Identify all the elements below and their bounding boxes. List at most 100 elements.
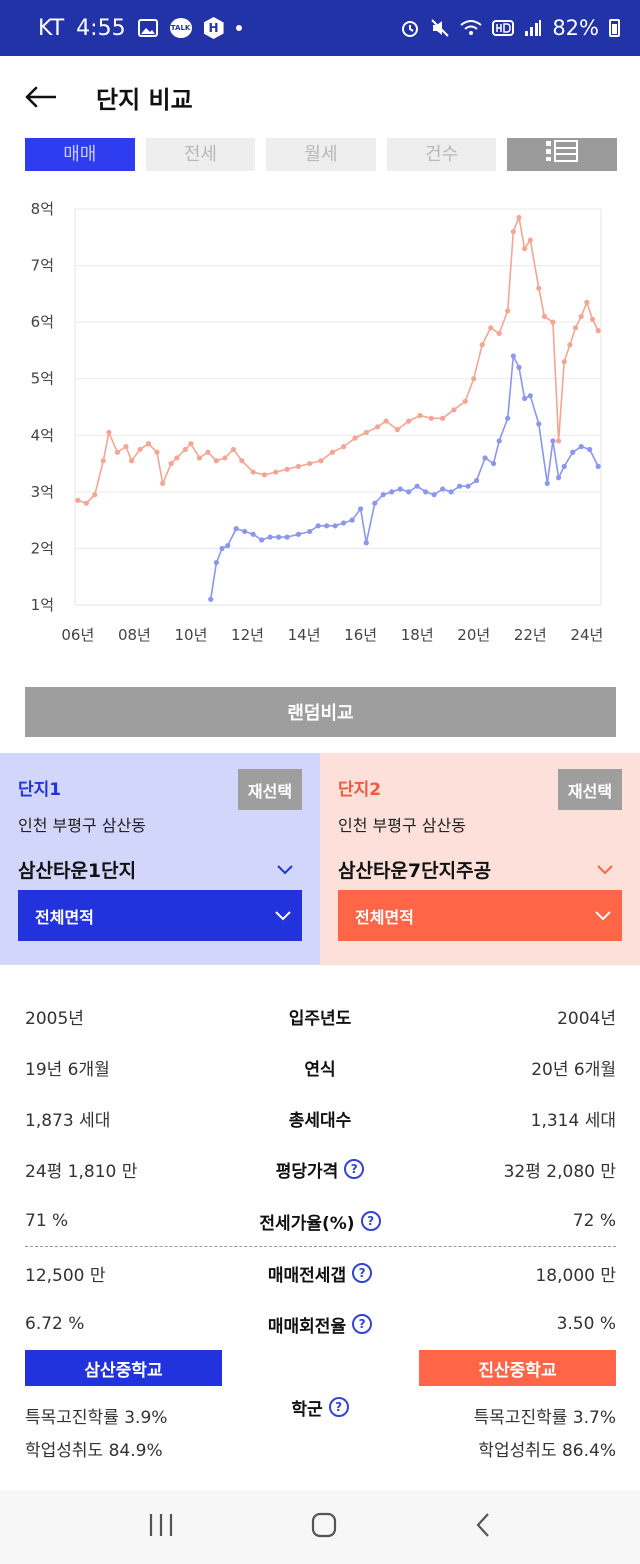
- help-icon[interactable]: ?: [352, 1314, 373, 1334]
- compare-row-age: 19년 6개월 연식 20년 6개월: [0, 1047, 640, 1087]
- complex-1-name-select[interactable]: 삼산타운1단지: [18, 856, 302, 883]
- compare-row-turnover: 6.72 % 매매회전율? 3.50 %: [0, 1304, 640, 1344]
- complex-2-label: 단지2: [338, 780, 382, 800]
- series-1-point: [595, 328, 601, 334]
- series-2-point: [473, 477, 480, 484]
- complex-2-location: 인천 부평구 삼산동: [338, 816, 466, 835]
- series-1-point: [406, 418, 412, 424]
- help-icon[interactable]: ?: [344, 1159, 365, 1179]
- h-app-icon: H: [203, 17, 224, 39]
- series-2-point: [431, 492, 437, 498]
- help-icon[interactable]: ?: [360, 1211, 381, 1231]
- school-2-button[interactable]: 진산중학교: [419, 1350, 616, 1386]
- series-1-point: [123, 444, 129, 450]
- series-2-point: [561, 463, 567, 469]
- home-icon[interactable]: [310, 1511, 338, 1543]
- series-1-point: [114, 449, 121, 455]
- back-arrow-icon[interactable]: [24, 82, 58, 112]
- plot-area: [74, 208, 602, 606]
- compare-row-jeonse-ratio: 71 % 전세가율(%)? 72 %: [0, 1201, 640, 1241]
- y-tick-label: 2억: [31, 539, 54, 557]
- complex-1-area-select[interactable]: 전체면적: [18, 890, 302, 941]
- series-2-point: [587, 446, 593, 453]
- complex-2-reselect-button[interactable]: 재선택: [558, 769, 622, 810]
- clock: 4:55: [76, 15, 126, 41]
- compare-label: 학군: [291, 1399, 323, 1420]
- series-1-point: [555, 438, 562, 444]
- random-compare-button[interactable]: 랜덤비교: [25, 687, 616, 737]
- chevron-down-icon: [595, 910, 611, 920]
- tab-count[interactable]: 건수: [386, 138, 497, 171]
- compare-left-value: 2005년: [25, 1008, 84, 1029]
- chevron-down-icon: [597, 864, 613, 874]
- series-2-point: [380, 492, 386, 498]
- series-1-point: [188, 441, 194, 447]
- compare-right-value: 3.50 %: [556, 1314, 616, 1334]
- series-1-point: [451, 407, 457, 413]
- y-tick-label: 4억: [31, 426, 54, 444]
- recent-apps-icon[interactable]: [147, 1512, 175, 1542]
- school-2-achievement: 학업성취도 86.4%: [478, 1441, 616, 1461]
- kakaotalk-icon: TALK: [169, 18, 192, 38]
- compare-label: 평당가격: [275, 1161, 339, 1182]
- compare-left-value: 71 %: [25, 1211, 69, 1231]
- school-2-special-rate: 특목고진학률 3.7%: [473, 1408, 616, 1428]
- series-1-point: [428, 415, 434, 421]
- series-2-point: [397, 486, 403, 492]
- complex-1-reselect-button[interactable]: 재선택: [238, 769, 302, 810]
- series-2-point: [414, 483, 420, 489]
- series-2-point: [233, 526, 239, 532]
- divider: [25, 1246, 616, 1247]
- compare-row-households: 1,873 세대 총세대수 1,314 세대: [0, 1098, 640, 1138]
- series-1-point: [100, 458, 106, 464]
- price-chart-svg: 1억 2억 3억 4억 5억 6억 7억 8억 06년 08년 10년 12년 14년 16년 18년 20…: [31, 200, 604, 644]
- series-1-point: [222, 455, 228, 461]
- alarm-icon: [400, 18, 420, 38]
- view-toggle-button[interactable]: [507, 138, 617, 171]
- series-2-point: [423, 489, 429, 495]
- series-2-point: [536, 421, 542, 427]
- series-2-point: [225, 543, 231, 549]
- series-2-point: [295, 531, 302, 537]
- series-1-point: [383, 418, 389, 424]
- series-1-point: [541, 313, 548, 320]
- system-nav-bar: [0, 1490, 640, 1564]
- complex-1-label: 단지1: [18, 780, 62, 800]
- y-tick-label: 3억: [31, 483, 54, 501]
- complex-2-name-select[interactable]: 삼산타운7단지주공: [338, 856, 622, 883]
- compare-left-value: 1,873 세대: [25, 1110, 111, 1131]
- series-2-point: [505, 415, 511, 421]
- signal-icon: [524, 19, 542, 37]
- series-1-point: [462, 398, 468, 404]
- complex-2-area-select[interactable]: 전체면적: [338, 890, 622, 941]
- chevron-down-icon: [277, 864, 293, 874]
- school-1-button[interactable]: 삼산중학교: [25, 1350, 222, 1386]
- back-icon[interactable]: [473, 1511, 493, 1543]
- series-1-point: [284, 466, 290, 472]
- series-1-point: [92, 492, 98, 498]
- series-1-point: [205, 449, 211, 455]
- tab-sale[interactable]: 매매: [25, 138, 135, 171]
- series-1-point: [496, 330, 502, 337]
- series-1-point: [261, 472, 268, 478]
- series-1-point: [273, 469, 279, 475]
- complex-2-area-value: 전체면적: [355, 907, 414, 927]
- help-icon[interactable]: ?: [328, 1397, 349, 1417]
- compare-right-value: 18,000 만: [535, 1265, 616, 1286]
- series-2-point: [465, 483, 471, 489]
- compare-right-value: 72 %: [572, 1211, 616, 1231]
- compare-label: 연식: [304, 1059, 336, 1080]
- compare-row-sale-jeonse-gap: 12,500 만 매매전세갭? 18,000 만: [0, 1253, 640, 1293]
- series-1-point: [584, 299, 590, 305]
- series-2-point: [578, 444, 584, 450]
- help-icon[interactable]: ?: [352, 1263, 373, 1283]
- series-1-point: [75, 497, 81, 503]
- series-2-point: [516, 364, 522, 370]
- series-1-point: [394, 427, 400, 433]
- x-tick-label: 24년: [570, 626, 603, 644]
- series-1-point: [550, 319, 556, 325]
- tab-monthly-rent[interactable]: 월세: [266, 138, 376, 171]
- mute-icon: [430, 18, 450, 38]
- x-tick-label: 22년: [514, 626, 547, 644]
- tab-jeonse[interactable]: 전세: [145, 138, 256, 171]
